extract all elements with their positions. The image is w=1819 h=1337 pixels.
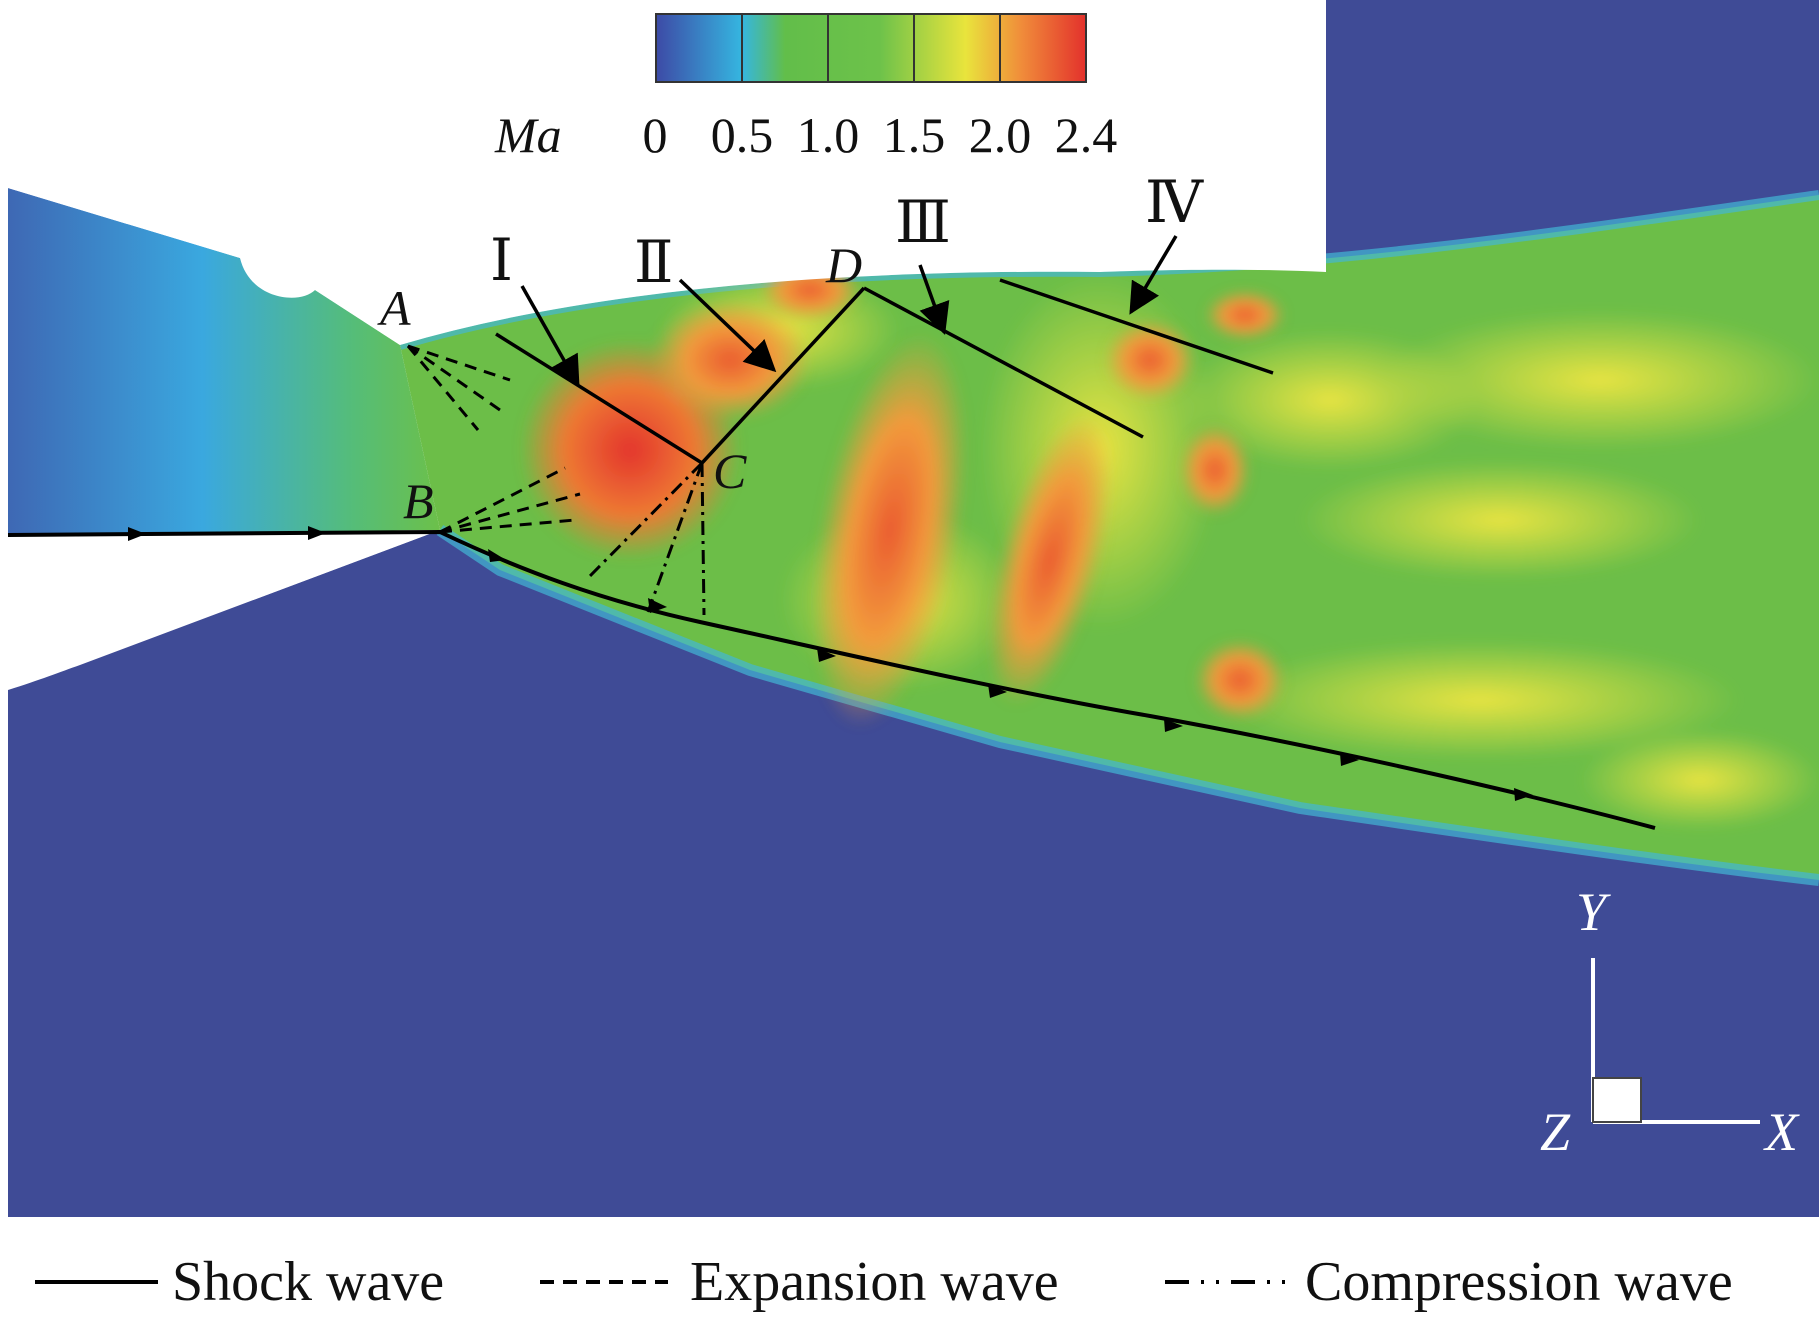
colorbar-dividers: [741, 14, 1001, 82]
streamline-arrows: [128, 526, 1533, 801]
colorbar-variable-label: Ma: [494, 107, 562, 163]
region-labels: Ⅰ Ⅱ Ⅲ Ⅳ: [490, 170, 1204, 295]
nozzle-notch: [240, 258, 315, 298]
x-axis-label: X: [1763, 1102, 1800, 1162]
shock-waves: [495, 278, 1274, 465]
coordinate-triad: Y X Z: [1540, 882, 1800, 1162]
z-axis-box: [1592, 1077, 1642, 1123]
compression-waves-C: [586, 461, 706, 616]
legend-shock-label: Shock wave: [172, 1251, 444, 1313]
legend-expansion-label: Expansion wave: [690, 1251, 1059, 1313]
shock-IV: [999, 278, 1274, 375]
legend-compression-label: Compression wave: [1305, 1251, 1733, 1313]
colorbar-tick-0: 0: [643, 107, 668, 163]
point-B-label: B: [403, 473, 434, 529]
contour-field: [8, 0, 1819, 1217]
streamline: [7, 529, 1656, 830]
point-D-label: D: [825, 237, 862, 293]
point-A-label: A: [377, 280, 411, 336]
shock-III: [863, 286, 1144, 439]
point-labels: A B C D: [377, 237, 862, 529]
region-II-label: Ⅱ: [634, 230, 673, 295]
colorbar-gradient: [655, 13, 1087, 83]
colorbar: Ma 0 0.5 1.0 1.5 2.0 2.4: [494, 13, 1118, 163]
y-axis-label: Y: [1576, 882, 1611, 942]
region-IV-label: Ⅳ: [1145, 170, 1204, 235]
nozzle-lower-wall-region: [8, 530, 1819, 1217]
colorbar-tick-5: 2.4: [1055, 107, 1118, 163]
region-III-label: Ⅲ: [895, 190, 951, 255]
expansion-fan-B: [439, 466, 581, 534]
high-mach-cells: [520, 260, 1285, 728]
colorbar-tick-2: 1.0: [797, 107, 860, 163]
wave-annotations: [7, 235, 1656, 830]
plume-shear-layer-bottom: [436, 525, 1819, 886]
shock-I: [495, 332, 703, 465]
expansion-fan-A: [406, 344, 511, 431]
wave-legend: Shock wave Expansion wave Compression wa…: [35, 1251, 1733, 1313]
point-C-label: C: [713, 443, 747, 499]
nozzle-interior: [8, 188, 440, 535]
region-I-label: Ⅰ: [490, 228, 513, 293]
shock-II: [700, 286, 866, 465]
colorbar-tick-1: 0.5: [711, 107, 774, 163]
z-axis-label: Z: [1540, 1102, 1571, 1162]
colorbar-tick-3: 1.5: [883, 107, 946, 163]
upper-solid-wall: [8, 0, 1326, 345]
colorbar-tick-4: 2.0: [969, 107, 1032, 163]
nozzle-lower-solid: [8, 530, 440, 690]
region-pointer-arrows: [520, 235, 1178, 388]
